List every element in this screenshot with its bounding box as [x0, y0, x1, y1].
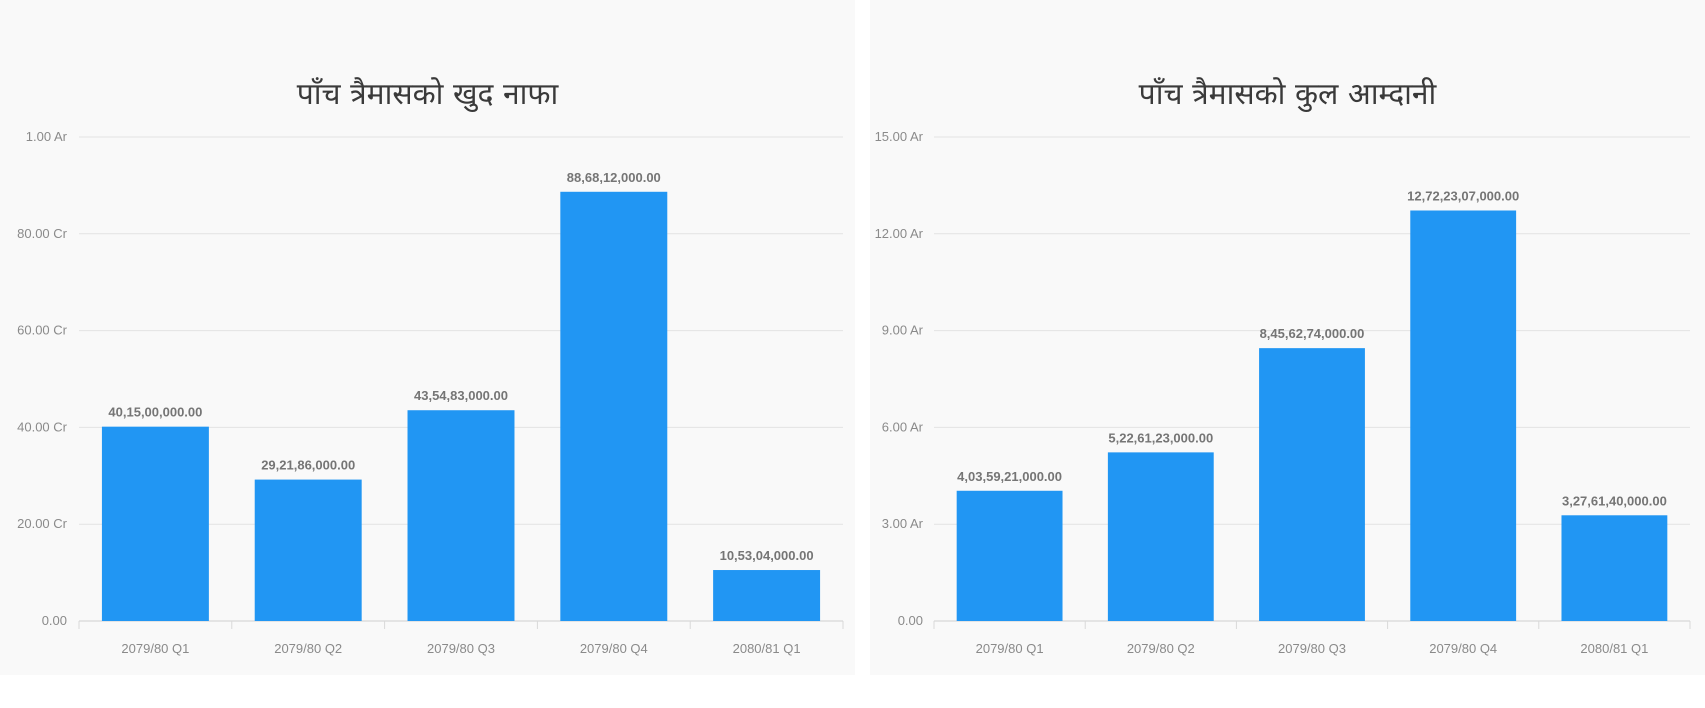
- data-label: 3,27,61,40,000.00: [1562, 493, 1667, 508]
- bar: [956, 490, 1063, 621]
- bar: [713, 570, 821, 621]
- y-tick-label: 3.00 Ar: [882, 516, 924, 531]
- x-tick-label: 2079/80 Q2: [1127, 641, 1195, 656]
- y-tick-label: 20.00 Cr: [17, 516, 68, 531]
- y-tick-label: 9.00 Ar: [882, 323, 924, 338]
- x-tick-label: 2079/80 Q2: [274, 641, 342, 656]
- bar: [1107, 452, 1214, 621]
- y-tick-label: 0.00: [42, 613, 67, 628]
- data-label: 29,21,86,000.00: [261, 458, 355, 473]
- y-tick-label: 0.00: [898, 613, 923, 628]
- y-tick-label: 12.00 Ar: [875, 226, 924, 241]
- bar: [407, 410, 515, 621]
- data-label: 12,72,23,07,000.00: [1407, 188, 1519, 203]
- x-tick-label: 2080/81 Q1: [733, 641, 801, 656]
- chart-title: पाँच त्रैमासको खुद नाफा: [296, 77, 559, 112]
- bar: [254, 479, 362, 621]
- data-label: 88,68,12,000.00: [567, 170, 661, 185]
- data-label: 43,54,83,000.00: [414, 388, 508, 403]
- x-tick-label: 2079/80 Q1: [976, 641, 1044, 656]
- x-tick-label: 2079/80 Q3: [1278, 641, 1346, 656]
- x-tick-label: 2080/81 Q1: [1580, 641, 1648, 656]
- bar: [1561, 515, 1668, 621]
- x-tick-label: 2079/80 Q3: [427, 641, 495, 656]
- data-label: 40,15,00,000.00: [108, 405, 202, 420]
- bar: [560, 191, 668, 621]
- data-label: 10,53,04,000.00: [720, 548, 814, 563]
- net-profit-bar-chart: 0.00 20.00 Cr 40.00 Cr 60.00 Cr 80.00 Cr 1.00…: [17, 129, 844, 656]
- y-tick-label: 1.00 Ar: [26, 129, 68, 144]
- data-label: 8,45,62,74,000.00: [1260, 326, 1365, 341]
- chart-panel-net-profit: पाँच त्रैमासको खुद नाफा 0.00 20.00 Cr 40.0…: [0, 0, 855, 675]
- y-tick-label: 6.00 Ar: [882, 419, 924, 434]
- y-tick-label: 80.00 Cr: [17, 226, 68, 241]
- y-tick-label: 60.00 Cr: [17, 323, 68, 338]
- y-tick-label: 40.00 Cr: [17, 419, 68, 434]
- bar: [101, 426, 209, 621]
- x-tick-label: 2079/80 Q1: [121, 641, 189, 656]
- x-tick-label: 2079/80 Q4: [580, 641, 648, 656]
- bar: [1410, 210, 1517, 621]
- chart-title: पाँच त्रैमासको कुल आम्दानी: [1138, 77, 1437, 112]
- data-label: 4,03,59,21,000.00: [957, 469, 1062, 484]
- bar: [1259, 348, 1365, 621]
- y-tick-label: 15.00 Ar: [875, 129, 924, 144]
- total-income-bar-chart: 0.00 3.00 Ar 6.00 Ar 9.00 Ar 12.00 Ar 15.00 A…: [875, 129, 1691, 656]
- chart-panel-total-income: पाँच त्रैमासको कुल आम्दानी 0.00 3.00 Ar 6.…: [870, 0, 1705, 675]
- data-label: 5,22,61,23,000.00: [1108, 430, 1213, 445]
- x-tick-label: 2079/80 Q4: [1429, 641, 1497, 656]
